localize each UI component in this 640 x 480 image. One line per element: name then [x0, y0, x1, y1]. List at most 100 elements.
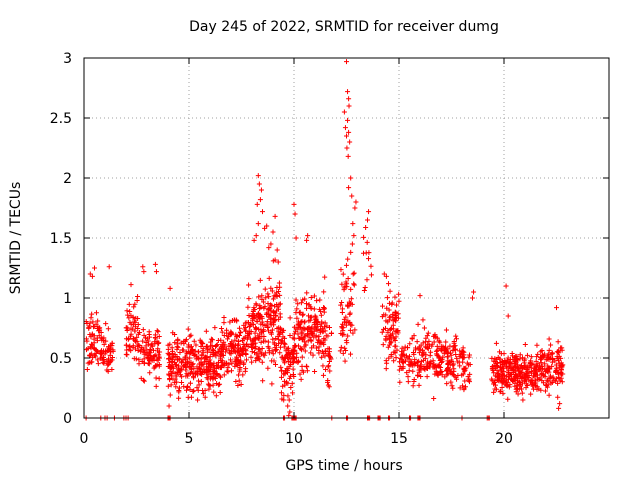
- data-point: [310, 343, 316, 349]
- data-point: [260, 209, 265, 215]
- data-point: [106, 264, 112, 270]
- data-point: [519, 390, 525, 396]
- data-point: [149, 343, 155, 349]
- data-point: [156, 363, 162, 369]
- data-point: [363, 250, 369, 256]
- data-point: [301, 335, 307, 341]
- data-point: [527, 360, 533, 366]
- data-point: [143, 340, 149, 346]
- data-point: [344, 133, 349, 139]
- data-point: [250, 321, 256, 327]
- data-point: [302, 339, 308, 345]
- data-point: [132, 301, 138, 307]
- data-point: [364, 239, 370, 245]
- data-point: [491, 358, 497, 364]
- data-point: [415, 373, 421, 379]
- data-point: [190, 347, 196, 353]
- data-point: [303, 363, 309, 369]
- data-point: [440, 354, 446, 360]
- data-point: [491, 370, 497, 376]
- data-point: [454, 336, 460, 342]
- data-point: [214, 363, 220, 369]
- data-point: [176, 389, 182, 395]
- data-point: [247, 336, 253, 342]
- data-point: [276, 316, 282, 322]
- data-point: [345, 333, 351, 339]
- data-point: [167, 355, 173, 361]
- data-point: [346, 103, 352, 109]
- data-point: [246, 330, 252, 336]
- data-point: [424, 364, 430, 370]
- data-point: [140, 327, 146, 333]
- data-point: [88, 341, 94, 347]
- data-point: [445, 346, 451, 352]
- data-point: [153, 269, 159, 275]
- data-point: [391, 358, 397, 364]
- data-point: [406, 368, 412, 374]
- data-point: [170, 369, 176, 375]
- data-point: [447, 343, 453, 349]
- data-point: [155, 329, 161, 335]
- data-point: [93, 353, 99, 359]
- data-point: [365, 217, 370, 223]
- data-point: [281, 378, 287, 384]
- data-point: [539, 378, 545, 384]
- data-point: [205, 372, 211, 378]
- data-point: [153, 383, 159, 389]
- data-point: [302, 348, 308, 354]
- data-point: [322, 353, 328, 359]
- data-point: [347, 327, 353, 333]
- data-point: [169, 358, 175, 364]
- data-point: [327, 353, 333, 359]
- data-point: [220, 358, 226, 364]
- data-point: [255, 311, 261, 317]
- data-point: [521, 358, 527, 364]
- data-point: [448, 357, 454, 363]
- data-point: [123, 336, 129, 342]
- data-point: [229, 360, 235, 366]
- data-point: [348, 249, 354, 255]
- data-point: [544, 369, 550, 375]
- data-point: [123, 351, 129, 357]
- data-point: [190, 389, 196, 395]
- data-point: [252, 330, 258, 336]
- data-point: [434, 371, 440, 377]
- data-point: [104, 367, 110, 373]
- data-point: [379, 329, 385, 335]
- data-point: [256, 294, 262, 300]
- data-point: [517, 379, 523, 385]
- data-point: [290, 372, 296, 378]
- data-point: [403, 353, 409, 359]
- data-point: [291, 324, 297, 330]
- data-point: [240, 347, 246, 353]
- data-point: [317, 297, 323, 303]
- data-point: [539, 372, 545, 378]
- data-point: [426, 343, 432, 349]
- data-point: [128, 282, 134, 288]
- data-point: [507, 382, 513, 388]
- data-point: [417, 367, 423, 373]
- data-point: [131, 335, 137, 341]
- data-point: [136, 361, 142, 367]
- data-point: [542, 351, 548, 357]
- data-point: [213, 353, 219, 359]
- data-point: [276, 280, 282, 286]
- data-point: [221, 315, 227, 321]
- data-point: [173, 384, 179, 390]
- data-point: [348, 286, 354, 292]
- data-point: [237, 366, 243, 372]
- data-point: [340, 271, 346, 277]
- data-point: [176, 363, 182, 369]
- data-point: [425, 330, 431, 336]
- data-point: [349, 193, 355, 199]
- data-point: [91, 346, 97, 352]
- x-tick-label: 0: [80, 431, 89, 447]
- data-point: [140, 338, 146, 344]
- data-point: [467, 352, 473, 358]
- data-point: [430, 358, 436, 364]
- data-point: [314, 345, 320, 351]
- data-point: [252, 325, 258, 331]
- data-point: [266, 245, 272, 251]
- data-point: [191, 388, 197, 394]
- data-point: [503, 283, 509, 289]
